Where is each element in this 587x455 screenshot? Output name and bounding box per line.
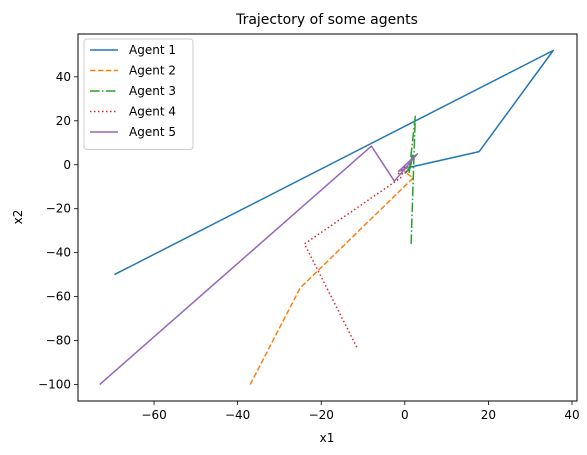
y-axis-label: x2: [11, 210, 25, 225]
y-tick-label: 40: [56, 70, 71, 84]
y-tick-label: −100: [38, 378, 71, 392]
x-tick-label: −40: [225, 408, 250, 422]
legend-label-agent-2: Agent 2: [129, 64, 176, 78]
y-tick-label: −80: [46, 334, 71, 348]
legend: Agent 1 Agent 2 Agent 3 Agent 4 Agent 5: [83, 38, 194, 150]
y-tick-label: −20: [46, 202, 71, 216]
y-tick-label: 0: [63, 158, 71, 172]
series-line-agent-3: [406, 115, 417, 244]
plot-frame: [77, 33, 578, 402]
legend-label-agent-5: Agent 5: [129, 125, 176, 139]
x-tick-label: 40: [564, 408, 579, 422]
y-tick-label: 20: [56, 114, 71, 128]
x-tick-label: −20: [309, 408, 334, 422]
legend-label-agent-3: Agent 3: [129, 84, 176, 98]
y-axis-ticks: −100 −80 −60 −40 −20 0 20 40: [38, 70, 78, 392]
legend-label-agent-4: Agent 4: [129, 105, 176, 119]
x-tick-label: 0: [401, 408, 409, 422]
legend-label-agent-1: Agent 1: [129, 43, 176, 57]
series-line-agent-4: [303, 166, 410, 348]
series-layer: [99, 49, 554, 386]
y-tick-label: −60: [46, 290, 71, 304]
series-line-agent-2: [249, 168, 414, 385]
x-axis-ticks: −60 −40 −20 0 20 40: [141, 401, 580, 422]
x-tick-label: 20: [481, 408, 496, 422]
legend-box: [83, 38, 194, 150]
series-line-agent-5: [99, 145, 419, 386]
y-tick-label: −40: [46, 246, 71, 260]
x-tick-label: −60: [141, 408, 166, 422]
chart-title: Trajectory of some agents: [235, 12, 418, 28]
x-axis-label: x1: [320, 431, 335, 445]
